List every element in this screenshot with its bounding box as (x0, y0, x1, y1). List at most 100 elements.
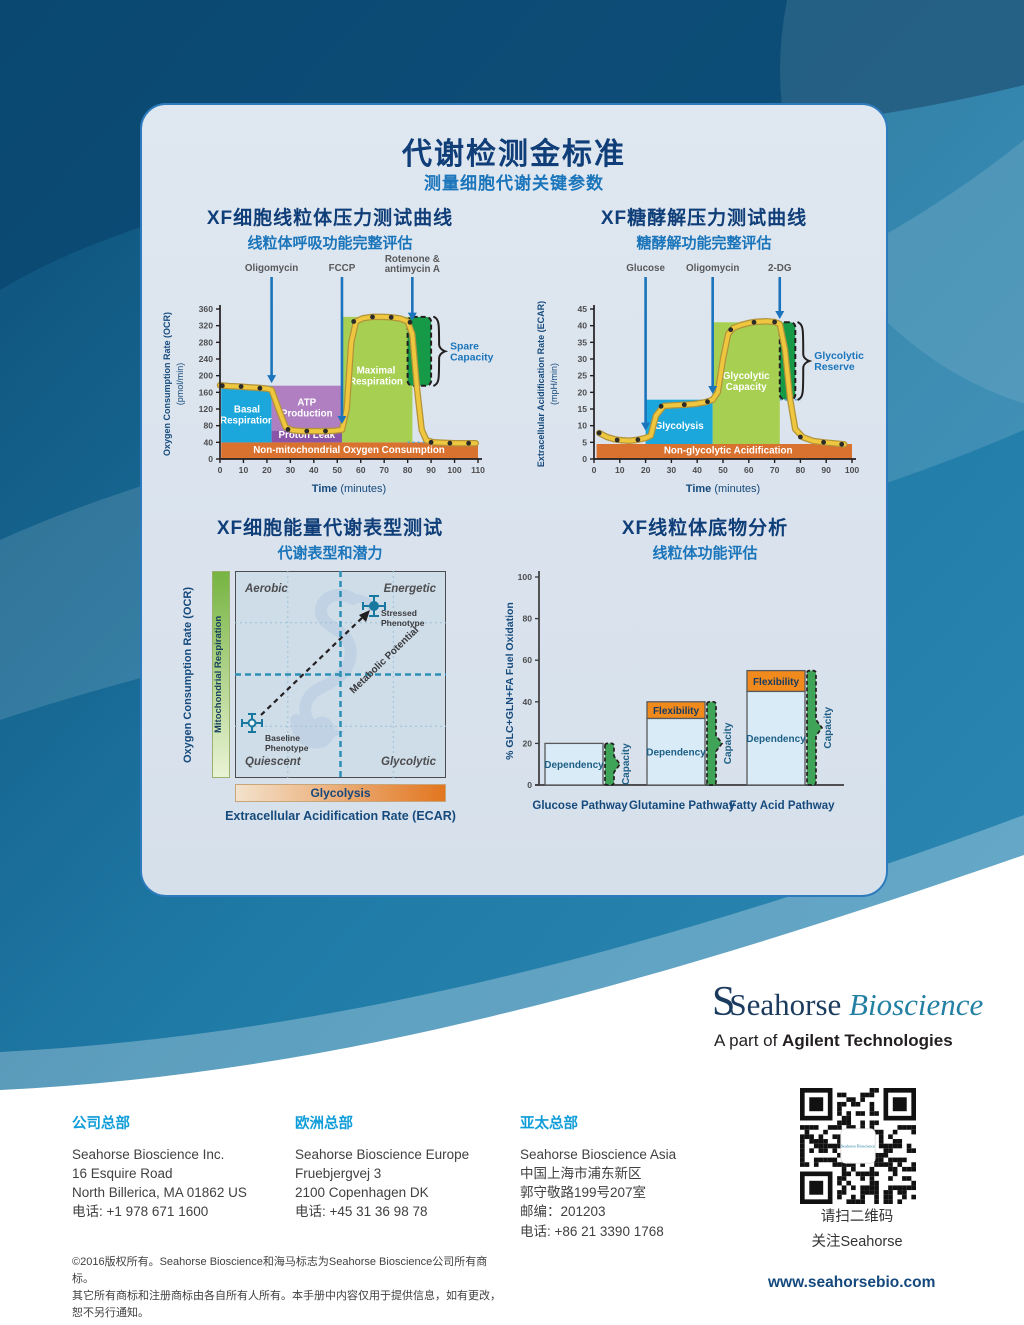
fuel-subtitle: 线粒体功能评估 (652, 545, 758, 562)
office-line: 2100 Copenhagen DK (295, 1185, 429, 1201)
svg-text:20: 20 (641, 465, 651, 475)
phenotype-chart: Oxygen Consumption Rate (OCR) Mitochondr… (156, 567, 504, 829)
quadrant-quiescent: Quiescent (245, 756, 301, 768)
phenotype-plot: Aerobic Energetic Quiescent Glycolytic B… (234, 570, 447, 779)
svg-text:(pmol/min): (pmol/min) (175, 363, 185, 406)
svg-text:Dependency: Dependency (646, 748, 706, 759)
brand-bioscience: Bioscience (849, 987, 984, 1022)
svg-text:90: 90 (821, 465, 831, 475)
svg-text:Oxygen Consumption Rate (OCR): Oxygen Consumption Rate (OCR) (162, 312, 172, 456)
qr-caption: 请扫二维码 关注Seahorse (811, 1209, 903, 1250)
metabolic-potential-arrow (260, 616, 364, 716)
office-line: Seahorse Bioscience Inc. (72, 1147, 225, 1162)
svg-text:40: 40 (692, 465, 702, 475)
stressed-point (362, 595, 386, 617)
svg-text:Capacity: Capacity (621, 743, 632, 785)
svg-text:Time (minutes): Time (minutes) (686, 483, 760, 495)
svg-text:160: 160 (199, 387, 214, 397)
phenotype-plot-svg (234, 570, 447, 779)
svg-text:10: 10 (239, 465, 249, 475)
svg-text:20: 20 (577, 387, 587, 397)
svg-text:Seahorse Bioscience: Seahorse Bioscience (841, 1143, 875, 1148)
svg-text:320: 320 (199, 321, 214, 331)
svg-text:Capacity: Capacity (723, 722, 734, 764)
office-asia-heading: 亚太总部 (520, 1116, 578, 1132)
glyco-stress-chart: Non-glycolytic Acidification Glycolysis Gl… (530, 251, 878, 507)
svg-text:40: 40 (203, 437, 213, 447)
svg-text:% GLC+GLN+FA Fuel Oxidation: % GLC+GLN+FA Fuel Oxidation (504, 602, 516, 760)
svg-text:Reserve: Reserve (814, 362, 855, 373)
svg-text:110: 110 (471, 465, 485, 475)
phenotype-subtitle: 代谢表型和潜力 (277, 545, 383, 562)
svg-text:40: 40 (577, 321, 587, 331)
office-line: North Billerica, MA 01862 US (72, 1185, 247, 1201)
svg-text:50: 50 (332, 465, 342, 475)
office-line: Seahorse Bioscience Europe (295, 1147, 470, 1162)
qr-code: Seahorse Bioscience (788, 1088, 928, 1209)
agilent-tagline: A part of Agilent Technologies (714, 1031, 953, 1050)
svg-text:60: 60 (744, 465, 754, 475)
svg-text:30: 30 (667, 465, 677, 475)
mito-band-label: Mitochondrial Respiration (213, 615, 224, 734)
office-asia: 亚太总部 Seahorse Bioscience Asia 中国上海市浦东新区 … (520, 1112, 735, 1241)
svg-text:Respiration: Respiration (220, 415, 274, 426)
quadrant-energetic: Energetic (383, 583, 436, 595)
phenotype-x-axis-label: Extracellular Acidification Rate (ECAR) (225, 809, 456, 823)
office-corporate: 公司总部 Seahorse Bioscience Inc. 16 Esquire… (72, 1112, 287, 1222)
svg-text:40: 40 (309, 465, 319, 475)
office-line: 电话: +1 978 671 1600 (72, 1204, 209, 1220)
svg-text:Non-mitochondrial Oxygen Consu: Non-mitochondrial Oxygen Consumption (253, 445, 445, 456)
svg-text:70: 70 (770, 465, 780, 475)
svg-text:2-DG: 2-DG (768, 263, 792, 274)
svg-text:280: 280 (199, 337, 214, 347)
svg-text:Basal: Basal (234, 404, 260, 415)
svg-text:120: 120 (199, 404, 214, 414)
office-line: 16 Esquire Road (72, 1166, 173, 1182)
svg-text:Glucose: Glucose (626, 263, 665, 274)
svg-text:80: 80 (203, 421, 213, 431)
svg-text:80: 80 (522, 614, 532, 624)
svg-text:30: 30 (286, 465, 296, 475)
website-link[interactable]: www.seahorsebio.com (768, 1274, 936, 1291)
page-subtitle: 测量细胞代谢关键参数 (424, 174, 604, 193)
svg-text:100: 100 (447, 465, 462, 475)
brand-seahorse: Seahorse (729, 987, 842, 1022)
office-line: 郭守敬路199号207室 (520, 1185, 647, 1201)
svg-text:0: 0 (582, 454, 587, 464)
phenotype-y-axis-label: Oxygen Consumption Rate (OCR) (182, 586, 194, 763)
svg-text:Rotenone &: Rotenone & (385, 254, 440, 265)
glycolysis-band: Glycolysis (235, 784, 446, 802)
office-line: 电话: +45 31 36 98 78 (295, 1204, 428, 1220)
svg-text:Capacity: Capacity (726, 382, 767, 393)
phenotype-title: XF细胞能量代谢表型测试 (216, 518, 444, 539)
svg-text:60: 60 (356, 465, 366, 475)
svg-text:Glycolytic: Glycolytic (814, 351, 864, 362)
svg-text:Oligomycin: Oligomycin (245, 263, 298, 274)
svg-text:Spare: Spare (450, 341, 479, 352)
svg-text:5: 5 (582, 437, 587, 447)
svg-text:10: 10 (577, 421, 587, 431)
svg-text:Oligomycin: Oligomycin (686, 263, 739, 274)
baseline-point (241, 713, 263, 733)
office-corporate-heading: 公司总部 (72, 1116, 130, 1132)
svg-text:Dependency: Dependency (544, 760, 604, 771)
svg-text:Production: Production (281, 409, 333, 420)
svg-text:Respiration: Respiration (349, 377, 403, 388)
office-line: Fruebjergvej 3 (295, 1166, 382, 1182)
copyright-text: ©2016版权所有。Seahorse Bioscience和海马标志为Seaho… (72, 1256, 501, 1320)
office-line: 电话: +86 21 3390 1768 (520, 1223, 664, 1239)
svg-text:60: 60 (522, 655, 532, 665)
svg-text:35: 35 (577, 337, 587, 347)
mitochondrial-respiration-band: Mitochondrial Respiration (212, 571, 230, 778)
svg-text:80: 80 (796, 465, 806, 475)
office-europe-heading: 欧洲总部 (295, 1116, 353, 1132)
stressed-phenotype-label: Stressed Phenotype (381, 608, 425, 628)
seahorse-logo-s: S (712, 979, 736, 1025)
svg-text:15: 15 (577, 404, 587, 414)
svg-text:Dependency: Dependency (746, 734, 806, 745)
svg-text:0: 0 (527, 780, 532, 790)
svg-text:0: 0 (592, 465, 597, 475)
svg-text:Glutamine Pathway: Glutamine Pathway (629, 800, 736, 812)
glyco-stress-subtitle: 糖酵解功能完整评估 (636, 235, 772, 252)
